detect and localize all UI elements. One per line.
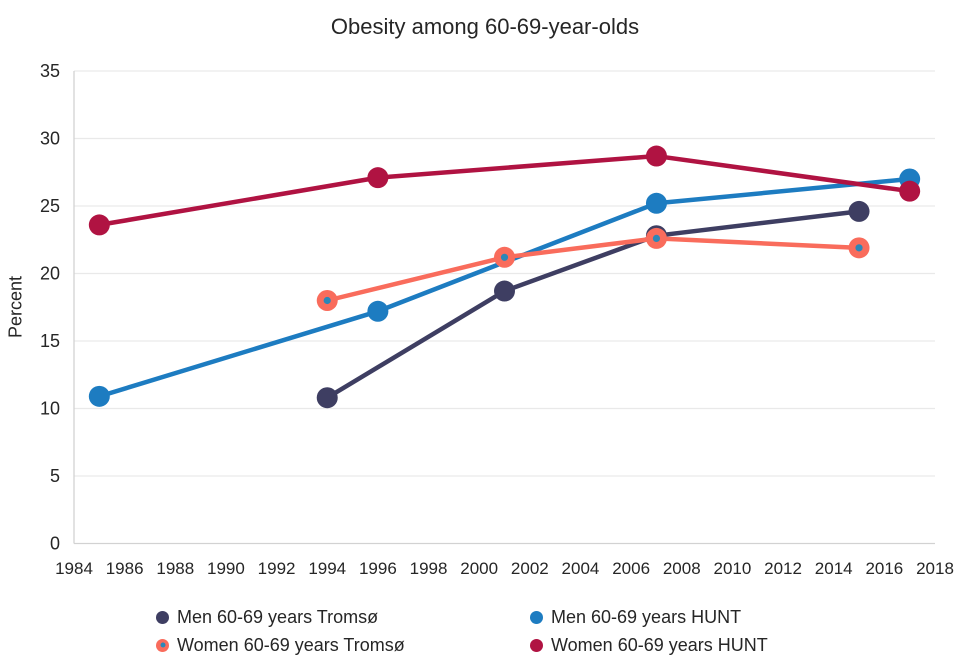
y-tick-label: 25 [40, 196, 60, 216]
legend-marker-icon [530, 610, 543, 624]
x-tick-label: 1986 [106, 559, 144, 578]
x-tick-label: 1992 [258, 559, 296, 578]
data-point [88, 214, 110, 236]
x-tick-label: 2016 [865, 559, 903, 578]
data-point-center [855, 244, 863, 252]
data-point [645, 145, 667, 167]
x-tick-label: 2014 [815, 559, 853, 578]
legend-label: Men 60-69 years Tromsø [177, 606, 379, 627]
legend-item-3: Women 60-69 years HUNT [530, 635, 768, 656]
data-point-center [500, 253, 509, 261]
legend-item-1: Men 60-69 years HUNT [530, 607, 768, 628]
legend-label: Men 60-69 years HUNT [551, 606, 742, 627]
y-axis-title: Percent [5, 275, 26, 339]
x-tick-label: 2002 [511, 559, 549, 578]
legend-marker-center-icon [160, 642, 165, 648]
data-point [367, 167, 389, 189]
y-tick-label: 15 [40, 331, 60, 351]
x-tick-label: 2008 [663, 559, 701, 578]
data-point [899, 180, 921, 202]
x-tick-label: 1984 [55, 559, 93, 578]
data-point-center [323, 296, 331, 305]
legend-marker-icon [156, 638, 169, 652]
data-point [645, 192, 667, 214]
x-tick-label: 2006 [612, 559, 650, 578]
series-line-2 [324, 236, 862, 303]
x-tick-label: 2010 [713, 559, 751, 578]
x-tick-label: 1988 [156, 559, 194, 578]
y-tick-label: 30 [40, 129, 60, 149]
legend: Men 60-69 years Tromsø Men 60-69 years HU… [156, 603, 768, 659]
series-line-3 [97, 153, 912, 228]
x-tick-label: 1990 [207, 559, 245, 578]
x-tick-label: 1994 [308, 559, 346, 578]
y-tick-label: 5 [50, 466, 60, 486]
x-tick-label: 1996 [359, 559, 397, 578]
legend-label: Women 60-69 years Tromsø [177, 634, 405, 655]
legend-marker-icon [530, 638, 543, 652]
y-tick-label: 35 [40, 61, 60, 81]
data-point-center [652, 234, 661, 242]
x-tick-label: 2004 [562, 559, 600, 578]
y-tick-label: 10 [40, 399, 60, 419]
legend-item-0: Men 60-69 years Tromsø [156, 607, 530, 628]
series-line-0 [324, 209, 862, 400]
x-tick-label: 2012 [764, 559, 802, 578]
legend-marker-icon [156, 610, 169, 624]
data-point [316, 387, 338, 409]
legend-label: Women 60-69 years HUNT [551, 634, 768, 655]
y-tick-label: 20 [40, 264, 60, 284]
legend-item-2: Women 60-69 years Tromsø [156, 635, 530, 656]
data-point [88, 385, 110, 407]
data-point [494, 280, 515, 302]
y-tick-label: 0 [50, 534, 60, 554]
x-tick-label: 2000 [460, 559, 498, 578]
plot-area: 0 5 10 15 20 25 30 35 1984 1986 1988 1990 1992 1994 19… [40, 61, 954, 578]
x-tick-label: 2018 [916, 559, 954, 578]
data-point [367, 300, 389, 322]
data-point [848, 200, 870, 222]
x-tick-label: 1998 [410, 559, 448, 578]
chart-title: Obesity among 60-69-year-olds [330, 14, 640, 39]
